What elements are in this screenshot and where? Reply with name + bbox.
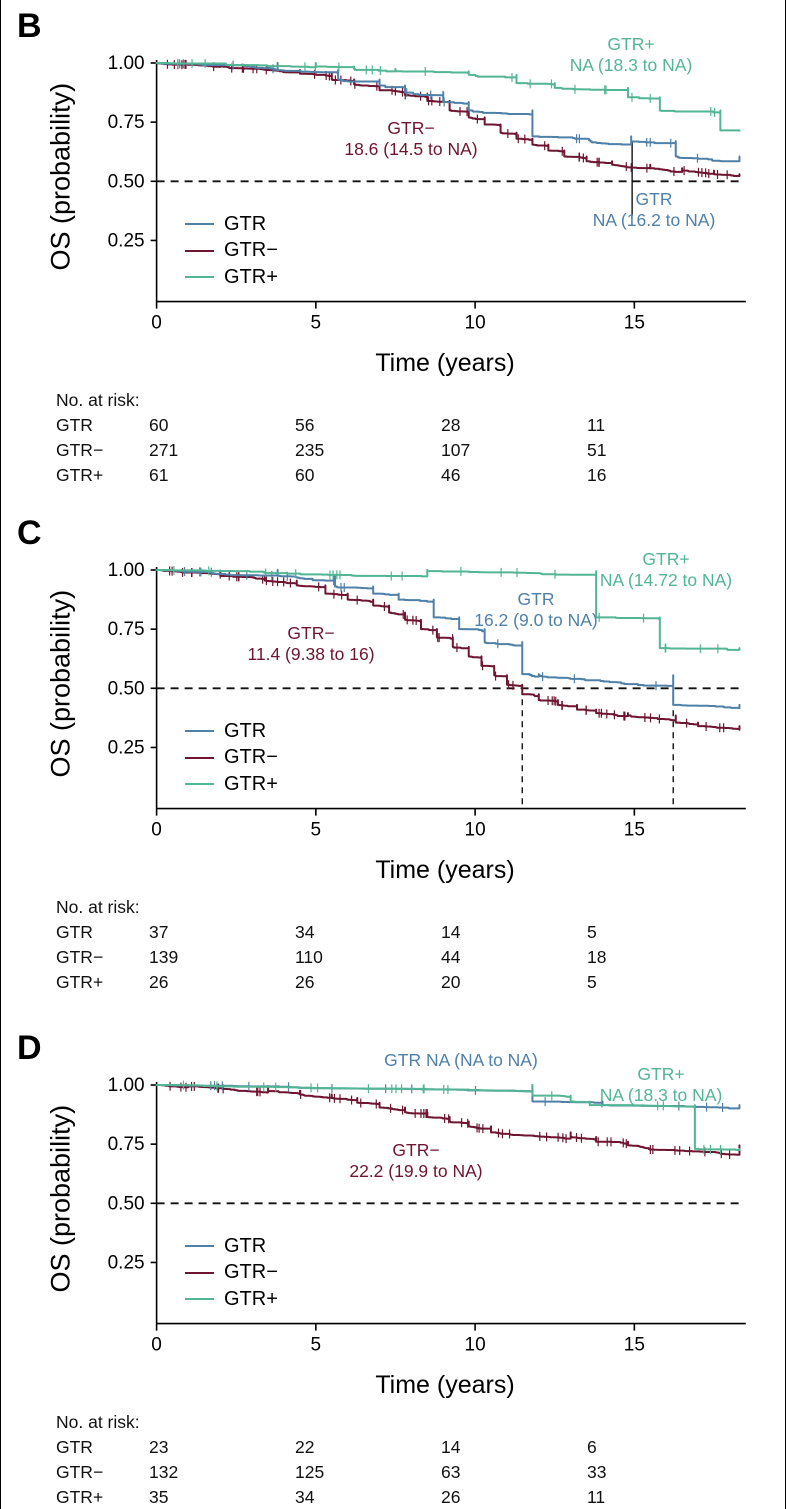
svg-text:0.50: 0.50 <box>108 678 145 699</box>
svg-text:10: 10 <box>465 820 486 841</box>
svg-text:5: 5 <box>311 820 322 841</box>
svg-text:0.50: 0.50 <box>108 171 145 192</box>
svg-text:0.25: 0.25 <box>108 1252 145 1273</box>
svg-text:5: 5 <box>311 313 322 334</box>
svg-text:0.25: 0.25 <box>108 230 145 251</box>
svg-text:15: 15 <box>624 1335 645 1356</box>
svg-text:0: 0 <box>151 820 162 841</box>
svg-text:0.50: 0.50 <box>108 1193 145 1214</box>
svg-text:0: 0 <box>151 1335 162 1356</box>
svg-text:0.75: 0.75 <box>108 1134 145 1155</box>
svg-text:1.00: 1.00 <box>108 560 145 581</box>
svg-text:15: 15 <box>624 820 645 841</box>
svg-text:0.75: 0.75 <box>108 619 145 640</box>
svg-text:10: 10 <box>465 1335 486 1356</box>
svg-text:10: 10 <box>465 313 486 334</box>
svg-text:15: 15 <box>624 313 645 334</box>
svg-text:0.75: 0.75 <box>108 112 145 133</box>
svg-text:5: 5 <box>311 1335 322 1356</box>
svg-text:1.00: 1.00 <box>108 53 145 74</box>
svg-text:0: 0 <box>151 313 162 334</box>
svg-text:0.25: 0.25 <box>108 737 145 758</box>
svg-text:1.00: 1.00 <box>108 1075 145 1096</box>
